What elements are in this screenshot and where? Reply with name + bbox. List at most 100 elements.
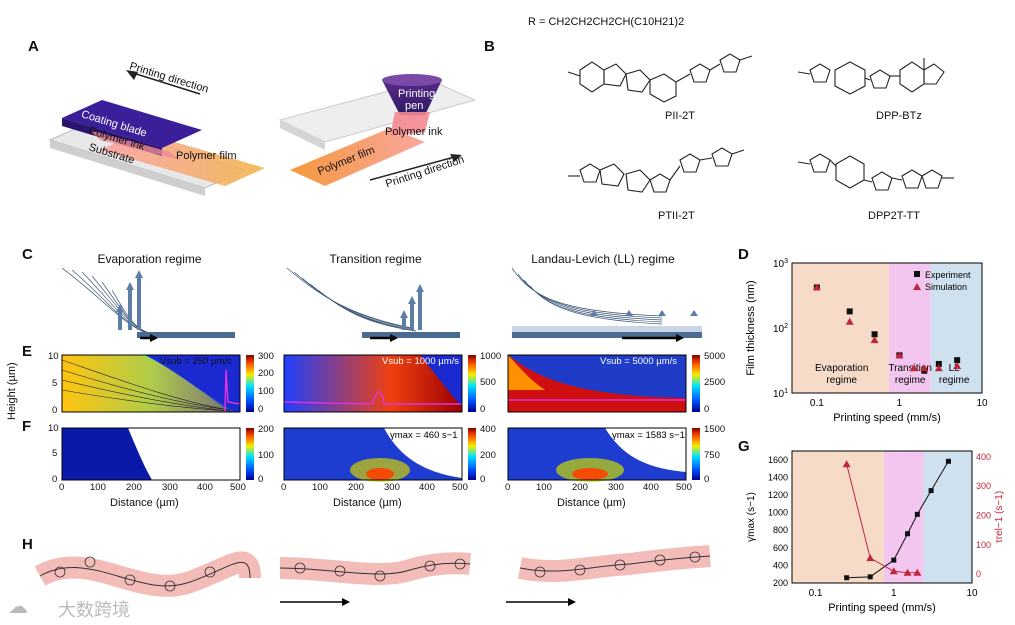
g-ytick-left-1400: 1400 — [768, 472, 788, 482]
watermark-text: 大数跨境 — [58, 600, 130, 621]
g-ytick-right-0: 0 — [976, 569, 981, 579]
f1-xtick-200: 200 — [126, 482, 142, 493]
g-point-1-0 — [842, 460, 851, 468]
f3-xtick-200: 200 — [572, 482, 588, 493]
d-xlabel: Printing speed (mm/s) — [833, 412, 941, 424]
height-axis-label: Height (µm) — [6, 362, 18, 420]
f1-xtick-300: 300 — [162, 482, 178, 493]
panel-label-a: A — [28, 38, 39, 55]
gamma-label-2: γmax = 460 s−1 — [390, 430, 458, 441]
g-point-1-3 — [903, 568, 912, 576]
g-region-band-2 — [923, 451, 972, 583]
d-point-0-1 — [846, 308, 853, 315]
g-region-band-0 — [792, 451, 885, 583]
region-band-2 — [930, 263, 982, 393]
panel-label-h: H — [22, 536, 33, 553]
printing-pen-label-1: Printing — [398, 88, 436, 100]
cbar-f2-t0: 400 — [480, 424, 496, 435]
polymer-ink-label-right: Polymer ink — [385, 126, 443, 138]
g-ytick-left-200: 200 — [773, 578, 788, 588]
cbar-f2-t2: 0 — [480, 474, 486, 485]
d-point-0-5 — [935, 360, 942, 367]
polymer-structures — [567, 53, 954, 193]
e-ytick-5: 5 — [52, 378, 58, 389]
e-ytick-0: 0 — [52, 405, 58, 416]
f2-xtick-100: 100 — [312, 482, 328, 493]
f2-xlabel: Distance (µm) — [333, 497, 402, 509]
d-point-1-3 — [895, 351, 904, 359]
g-point-0-5 — [928, 488, 934, 494]
f2-xtick-400: 400 — [419, 482, 435, 493]
g-ytick-right-100: 100 — [976, 540, 991, 550]
d-xtick-10: 10 — [976, 398, 988, 409]
cbar-f3-t2: 0 — [704, 474, 710, 485]
panel-g-chart: 0.1 1 101600140012001000800600400200400300… — [746, 450, 1005, 614]
g-xtick-0.1: 0.1 — [809, 588, 823, 599]
cbar-e1-t3: 0 — [258, 404, 264, 415]
d-point-1-5 — [920, 364, 929, 372]
d-legend-marker-0 — [914, 271, 920, 277]
g-ytick-left-1000: 1000 — [768, 508, 788, 518]
flow-schematics — [62, 268, 702, 342]
g-xtick-10: 10 — [966, 588, 978, 599]
polymer-name-4: DPP2T-TT — [868, 210, 920, 222]
f3-xlabel: Distance (µm) — [557, 497, 626, 509]
vsub-label-3: Vsub = 5000 µm/s — [600, 356, 678, 367]
g-point-1-1 — [866, 554, 875, 562]
g-ytick-left-800: 800 — [773, 525, 788, 535]
cbar-e2-t0: 1000 — [480, 351, 502, 362]
g-point-0-6 — [945, 458, 951, 464]
cbar-f1-t0: 200 — [258, 424, 274, 435]
d-ytick-1: 102 — [773, 323, 788, 335]
g-region-band-1 — [884, 451, 924, 583]
f1-xtick-400: 400 — [197, 482, 213, 493]
g-ytick-left-1200: 1200 — [768, 490, 788, 500]
e-ytick-10: 10 — [48, 351, 59, 362]
g-ytick-left-400: 400 — [773, 560, 788, 570]
g-ylabel-left: γ̇max (s−1) — [746, 492, 757, 542]
d-ytick-2: 101 — [773, 388, 788, 400]
r-group-definition: R = CH2CH2CH2CH(C10H21)2 — [528, 16, 685, 28]
f2-xtick-0: 0 — [281, 482, 287, 493]
g-ytick-left-1600: 1600 — [768, 455, 788, 465]
plot-frame — [791, 262, 983, 394]
vsub-label-2: Vsub = 1000 µm/s — [382, 356, 460, 367]
f3-xtick-0: 0 — [505, 482, 511, 493]
f1-xtick-0: 0 — [59, 482, 65, 493]
d-point-1-7 — [953, 362, 962, 370]
d-point-1-2 — [870, 336, 879, 344]
cbar-e2-t1: 500 — [480, 377, 496, 388]
d-xtick-0.1: 0.1 — [810, 398, 824, 409]
polymer-name-2: DPP-BTz — [876, 110, 922, 122]
vsub-label-1: Vsub = 250 µm/s — [160, 356, 232, 367]
polymer-film-label-left: Polymer film — [176, 150, 237, 162]
g-point-1-4 — [913, 568, 922, 576]
gamma-label-1: γmax = 260 s−1 — [168, 430, 236, 441]
cbar-e1-t2: 100 — [258, 386, 274, 397]
f1-xtick-500: 500 — [230, 482, 246, 493]
cbar-e3-t0: 5000 — [704, 351, 726, 362]
d-legend-label-0: Experiment — [925, 270, 971, 280]
watermark-logo-icon: ☁ — [8, 596, 28, 618]
cbar-f3-t1: 750 — [704, 450, 720, 461]
d-legend-marker-1 — [913, 283, 921, 290]
region-label-1-b: regime — [895, 375, 926, 386]
d-point-0-2 — [871, 331, 878, 338]
d-point-1-0 — [812, 283, 821, 291]
g-xtick-1: 1 — [891, 588, 897, 599]
g-ytick-right-400: 400 — [976, 452, 991, 462]
cbar-e1-t0: 300 — [258, 351, 274, 362]
g-plot-frame — [791, 450, 973, 584]
d-point-0-6 — [954, 357, 961, 364]
panel-label-b: B — [484, 38, 495, 55]
panel-h-chains — [34, 545, 711, 606]
f3-xtick-500: 500 — [676, 482, 692, 493]
cbar-e3-t2: 0 — [704, 404, 710, 415]
g-point-0-4 — [914, 511, 920, 517]
region-label-0-b: regime — [826, 375, 857, 386]
f3-xtick-300: 300 — [608, 482, 624, 493]
regime-title-evaporation: Evaporation regime — [97, 252, 202, 266]
panel-label-d: D — [738, 246, 749, 263]
printing-pen-label-2: pen — [405, 100, 424, 112]
panel-d-chart: EvaporationregimeTransitionregimeLLregim… — [745, 258, 988, 424]
